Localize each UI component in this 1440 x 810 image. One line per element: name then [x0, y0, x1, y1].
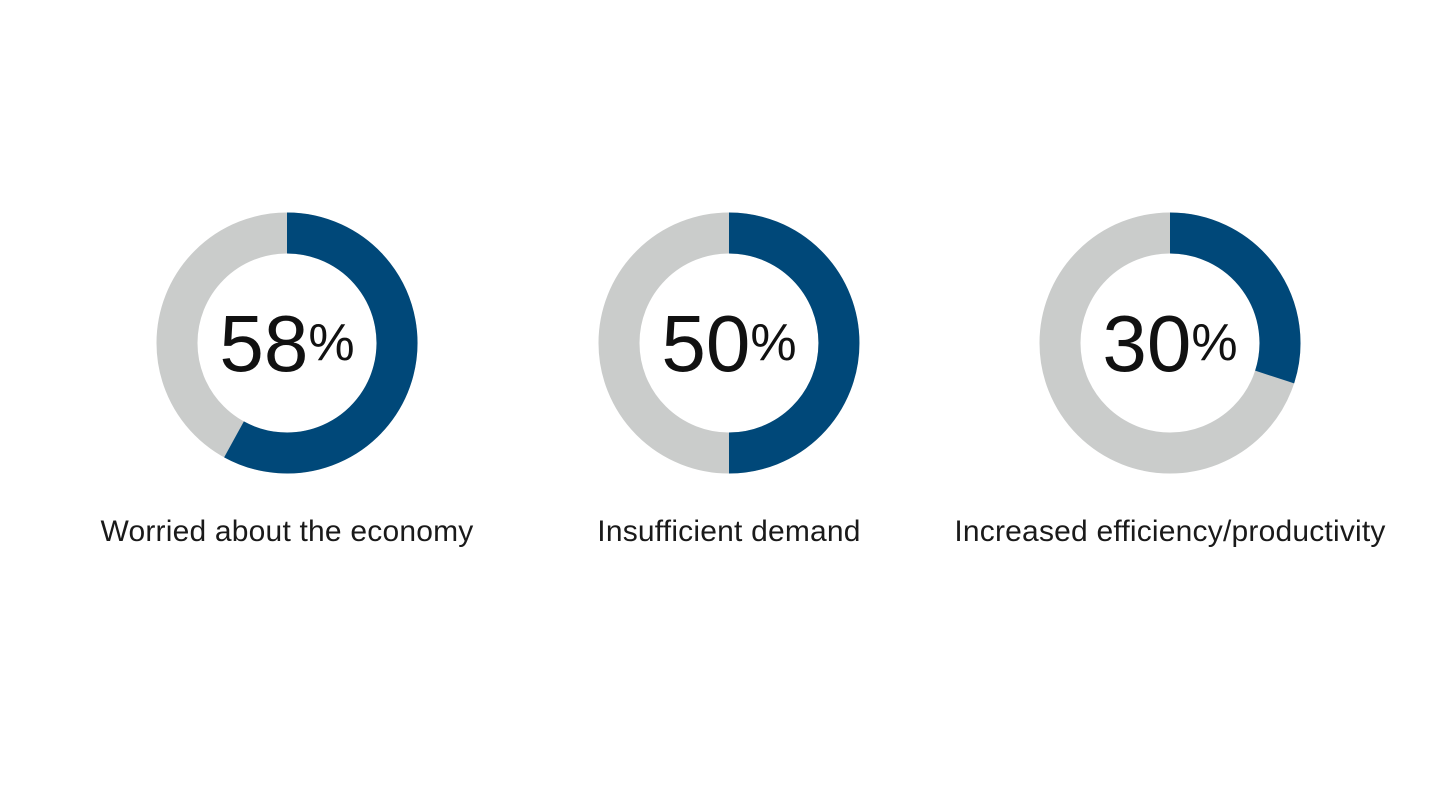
donut-svg-efficiency: 30%: [1039, 212, 1301, 474]
donut-value: 50%: [661, 299, 796, 388]
donut-arc: [1169, 212, 1301, 384]
donut-category-label: Insufficient demand: [597, 515, 861, 548]
donut-category-label: Increased efficiency/productivity: [954, 515, 1386, 548]
donut-value-unit: %: [1191, 314, 1237, 372]
donut-chart-efficiency: 30% Increased efficiency/productivity: [950, 212, 1390, 612]
donut-value: 30%: [1102, 299, 1237, 388]
donut-chart-demand: 50% Insufficient demand: [509, 212, 949, 612]
donut-svg-demand: 50%: [598, 212, 860, 474]
donut-category-label: Worried about the economy: [100, 515, 474, 548]
donut-arc: [224, 212, 418, 474]
donut-value-number: 50: [661, 299, 750, 388]
donut-value-unit: %: [308, 314, 354, 372]
donut-value: 58%: [219, 299, 354, 388]
donut-chart-economy: 58% Worried about the economy: [67, 212, 507, 612]
donut-value-number: 58: [219, 299, 308, 388]
donut-value-unit: %: [750, 314, 796, 372]
donut-svg-economy: 58%: [156, 212, 418, 474]
donut-value-number: 30: [1102, 299, 1191, 388]
donut-arc: [728, 212, 860, 474]
